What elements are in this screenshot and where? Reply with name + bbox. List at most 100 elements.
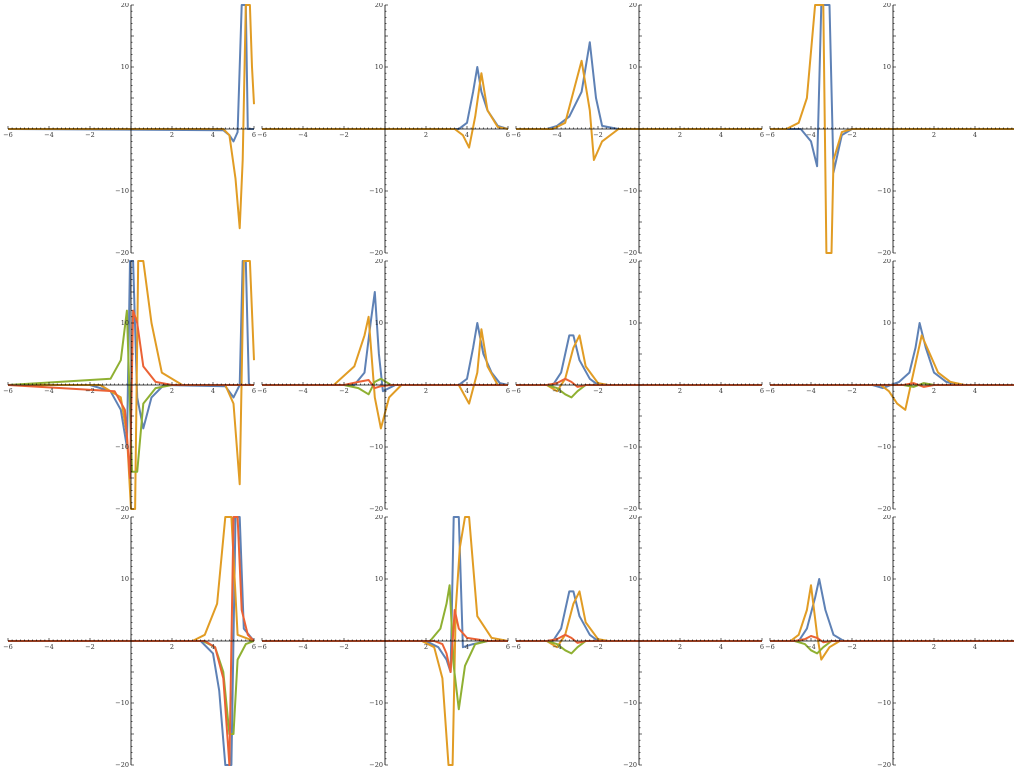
x-tick-label: −2 (85, 387, 95, 395)
y-tick-label: 10 (121, 319, 129, 327)
y-tick-label: −20 (623, 249, 637, 257)
x-tick-label: 4 (465, 131, 469, 139)
x-tick-label: 4 (719, 387, 723, 395)
x-tick-label: 4 (973, 643, 977, 651)
y-tick-label: 20 (629, 257, 637, 265)
series-line-orange (8, 4, 255, 230)
x-tick-label: −2 (847, 387, 857, 395)
x-tick-label: 6 (760, 387, 764, 395)
series-line-orange (516, 59, 762, 161)
y-tick-label: −10 (115, 699, 129, 707)
x-tick-label: 4 (465, 643, 469, 651)
series-line-green (262, 584, 508, 711)
x-tick-label: −4 (298, 643, 308, 651)
x-tick-label: 2 (424, 131, 428, 139)
x-tick-label: −2 (593, 643, 603, 651)
series-line-orange (262, 72, 509, 149)
x-tick-label: −2 (593, 387, 603, 395)
y-tick-label: 10 (121, 63, 129, 71)
x-tick-label: −4 (806, 131, 816, 139)
panel-r0-c1: −6 −4 −2 2 4 6 −20 −10 10 20 (257, 1, 510, 257)
x-tick-label: −6 (765, 387, 775, 395)
y-tick-label: 20 (629, 1, 637, 9)
y-tick-label: 20 (883, 513, 891, 521)
y-tick-label: −10 (877, 699, 891, 707)
x-tick-label: 2 (678, 131, 682, 139)
x-tick-label: −4 (552, 131, 562, 139)
x-tick-label: −6 (511, 387, 521, 395)
x-tick-label: −4 (806, 643, 816, 651)
series-line-blue (516, 590, 762, 642)
y-tick-label: 10 (375, 63, 383, 71)
series-line-red (7, 309, 254, 479)
x-tick-label: 6 (506, 131, 510, 139)
x-tick-label: −2 (85, 643, 95, 651)
x-tick-label: 2 (170, 643, 174, 651)
x-tick-label: −6 (765, 131, 775, 139)
panel-r2-c0: −6 −4 −2 2 4 6 −20 −10 10 20 (3, 515, 256, 769)
x-tick-label: 2 (678, 387, 682, 395)
x-tick-label: −4 (806, 387, 816, 395)
panel-r0-c0: −6 −4 −2 2 4 6 −20 −10 10 20 (3, 1, 256, 257)
x-tick-label: −6 (257, 643, 267, 651)
y-tick-label: 10 (883, 575, 891, 583)
series-line-orange (770, 334, 1014, 411)
y-tick-label: −20 (369, 249, 383, 257)
x-tick-label: 2 (170, 131, 174, 139)
x-tick-label: 2 (932, 643, 936, 651)
x-tick-label: −2 (85, 131, 95, 139)
series-line-orange (262, 315, 508, 430)
x-tick-label: 4 (973, 131, 977, 139)
y-tick-label: −10 (369, 187, 383, 195)
x-tick-label: 2 (170, 387, 174, 395)
y-tick-label: 20 (121, 257, 129, 265)
y-tick-label: −20 (369, 505, 383, 513)
x-tick-label: −4 (44, 643, 54, 651)
y-tick-label: −20 (877, 761, 891, 769)
x-tick-label: 2 (932, 387, 936, 395)
x-tick-label: −4 (44, 387, 54, 395)
x-tick-label: 6 (506, 387, 510, 395)
y-tick-label: −10 (369, 443, 383, 451)
y-tick-label: −20 (877, 249, 891, 257)
y-tick-label: −20 (115, 249, 129, 257)
panel-r2-c2: −6 −4 −2 2 4 6 −20 −10 10 20 (511, 515, 764, 769)
x-tick-label: 4 (719, 643, 723, 651)
x-tick-label: −2 (339, 387, 349, 395)
y-tick-label: 10 (375, 319, 383, 327)
x-tick-label: 4 (465, 387, 469, 395)
y-tick-label: 20 (375, 257, 383, 265)
x-tick-label: 6 (760, 131, 764, 139)
x-tick-label: 6 (506, 643, 510, 651)
x-tick-label: 2 (932, 131, 936, 139)
panel-r1-c0: −6 −4 −2 2 4 6 −20 −10 10 20 (3, 257, 256, 513)
panel-r2-c1: −6 −4 −2 2 4 6 −20 −10 10 20 (257, 513, 510, 769)
y-tick-label: −20 (369, 761, 383, 769)
x-tick-label: −4 (552, 643, 562, 651)
series-line-blue (8, 516, 255, 766)
y-tick-label: −10 (877, 443, 891, 451)
x-tick-label: 6 (252, 387, 256, 395)
y-tick-label: 20 (121, 1, 129, 9)
series-line-blue (516, 334, 762, 386)
x-tick-label: −6 (3, 387, 13, 395)
x-tick-label: 6 (760, 643, 764, 651)
y-tick-label: 20 (375, 1, 383, 9)
panel-r1-c2: −6 −4 −2 2 4 6 −20 −10 10 20 (511, 257, 764, 513)
x-tick-label: 2 (424, 387, 428, 395)
y-tick-label: 20 (375, 513, 383, 521)
x-tick-label: −4 (298, 131, 308, 139)
x-tick-label: −6 (3, 131, 13, 139)
y-tick-label: −10 (115, 187, 129, 195)
